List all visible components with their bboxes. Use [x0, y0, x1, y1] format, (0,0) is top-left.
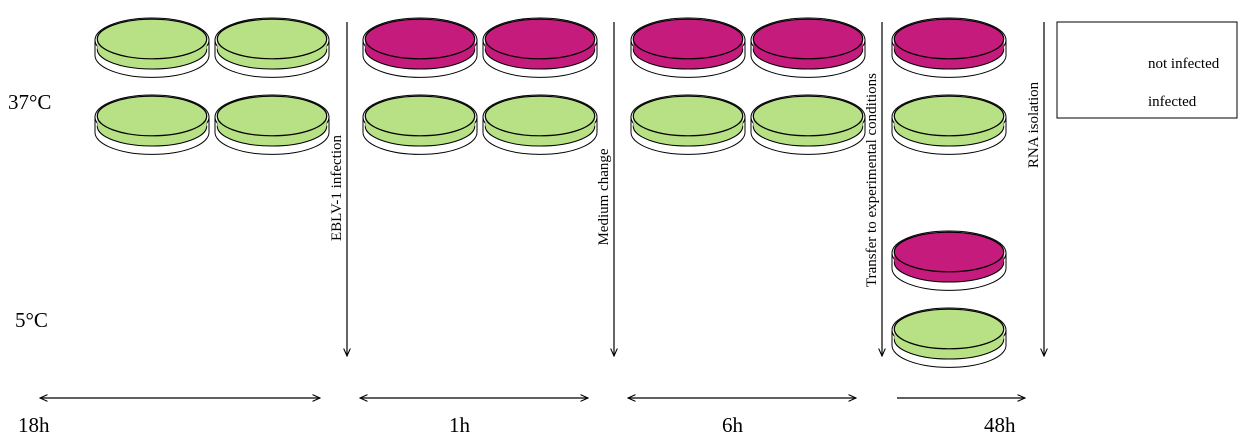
step-label: Medium change [596, 148, 612, 245]
dish [891, 94, 1007, 155]
dish-medium [752, 95, 864, 137]
dish [630, 17, 746, 78]
row-label: 5°C [15, 308, 48, 332]
dish-medium [632, 95, 744, 137]
dish [214, 17, 330, 78]
dish [891, 230, 1007, 291]
duration-label: 6h [722, 413, 744, 435]
dish-medium [96, 95, 208, 137]
dish [891, 17, 1007, 78]
duration-label: 1h [449, 413, 471, 435]
dish [94, 94, 210, 155]
legend-box [1056, 21, 1238, 119]
step-label: EBLV-1 infection [329, 135, 345, 241]
duration-label: 48h [984, 413, 1016, 435]
dish-medium [632, 18, 744, 60]
dish [94, 17, 210, 78]
dish [630, 94, 746, 155]
dish [214, 94, 330, 155]
dish-medium [364, 95, 476, 137]
row-label: 37°C [8, 90, 51, 114]
dish-medium [752, 18, 864, 60]
dish-medium [484, 95, 596, 137]
dish [482, 17, 598, 78]
legend-label: infected [1148, 94, 1197, 110]
dish [482, 94, 598, 155]
dish-medium [893, 308, 1005, 350]
legend-label: not infected [1148, 56, 1220, 72]
step-label: Transfer to experimental conditions [864, 73, 880, 287]
dish [891, 307, 1007, 368]
dish [750, 94, 866, 155]
dish [362, 17, 478, 78]
dish-medium [893, 95, 1005, 137]
dish-medium [216, 18, 328, 60]
dish-medium [484, 18, 596, 60]
dish-medium [216, 95, 328, 137]
duration-label: 18h [18, 413, 50, 435]
dish [750, 17, 866, 78]
dish-medium [893, 231, 1005, 273]
dish-medium [364, 18, 476, 60]
dish-medium [893, 18, 1005, 60]
dish-medium [96, 18, 208, 60]
step-label: RNA isolation [1026, 81, 1042, 168]
dish [362, 94, 478, 155]
